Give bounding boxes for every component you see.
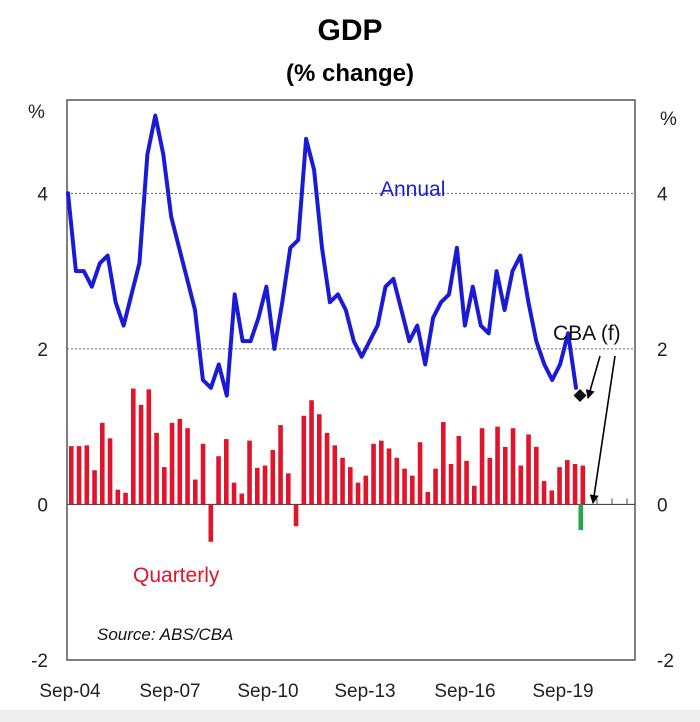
quarterly-bar (115, 489, 121, 505)
y-tick-left: 0 (37, 495, 48, 516)
quarterly-bar (107, 438, 113, 505)
y-tick-right: 4 (657, 184, 668, 205)
quarterly-bar (371, 443, 376, 505)
quarterly-bar (472, 485, 477, 505)
x-tick-label: Sep-16 (434, 681, 495, 702)
quarterly-bar (433, 468, 438, 505)
y-tick-right: -2 (657, 651, 674, 672)
forecast-arrow-annual (585, 355, 601, 399)
quarterly-bar (565, 460, 570, 505)
x-tick-label: Sep-13 (334, 681, 395, 702)
annual-series-label: Annual (380, 178, 445, 201)
quarterly-bar (270, 450, 276, 505)
quarterly-bar (425, 492, 431, 505)
quarterly-bar (146, 389, 152, 505)
annual-line (66, 113, 578, 398)
quarterly-bar (247, 440, 252, 505)
y-tick-left: 2 (37, 340, 48, 361)
quarterly-bar (510, 428, 516, 505)
quarterly-bar (69, 446, 74, 505)
quarterly-bar (549, 490, 555, 505)
quarterly-bar (580, 465, 586, 505)
x-tick-label: Sep-04 (39, 681, 101, 702)
quarterly-bar (503, 446, 508, 505)
source-note: Source: ABS/CBA (97, 625, 233, 644)
quarterly-bar (169, 422, 175, 505)
quarterly-bar (262, 465, 268, 505)
y-tick-left: -2 (31, 651, 48, 672)
quarterly-bar (309, 400, 314, 505)
quarterly-bar (239, 493, 245, 505)
x-tick-label: Sep-19 (532, 681, 593, 702)
y-tick-right: 0 (657, 495, 668, 516)
quarterly-bar (394, 457, 400, 505)
x-tick-label: Sep-10 (237, 681, 298, 702)
right-axis-unit-label: % (660, 109, 677, 130)
quarterly-bar (410, 475, 415, 505)
quarterly-series-label: Quarterly (133, 564, 220, 587)
quarterly-bar (464, 460, 469, 505)
quarterly-bar (324, 432, 330, 505)
quarterly-bar (216, 456, 221, 505)
quarterly-bar (479, 428, 485, 505)
quarterly-bar (518, 465, 524, 505)
left-axis-unit-label: % (28, 102, 45, 123)
bottom-strip (0, 710, 700, 722)
quarterly-bar (162, 467, 167, 505)
forecast-annual-point (573, 389, 587, 403)
quarterly-bar (526, 434, 531, 505)
quarterly-bar (76, 446, 82, 505)
forecast-label: CBA (f) (553, 322, 621, 345)
quarterly-bar (131, 388, 136, 505)
quarterly-bar (100, 422, 105, 505)
y-tick-right: 2 (657, 340, 668, 361)
quarterly-bar (200, 443, 206, 505)
quarterly-bar (379, 440, 384, 505)
quarterly-bar (185, 428, 190, 505)
quarterly-bar (301, 415, 307, 505)
x-tick-label: Sep-07 (139, 681, 200, 702)
quarterly-bar (92, 470, 97, 505)
quarterly-bar (293, 504, 299, 527)
quarterly-bar (332, 445, 338, 505)
chart-subtitle: (% change) (285, 60, 414, 87)
quarterly-bar (487, 457, 493, 505)
quarterly-bar (317, 414, 322, 505)
quarterly-bar (348, 467, 353, 505)
quarterly-bar (231, 482, 237, 505)
plot-area-border (66, 99, 636, 661)
quarterly-bar (572, 464, 578, 505)
quarterly-bar (441, 422, 446, 505)
quarterly-bar (402, 468, 407, 505)
quarterly-bar (534, 446, 539, 505)
forecast-quarterly-bar (578, 504, 584, 531)
chart-title: GDP (317, 14, 383, 47)
quarterly-bar (417, 442, 423, 505)
quarterly-bar (456, 436, 462, 505)
y-tick-left: 4 (37, 184, 48, 205)
quarterly-bar (495, 426, 500, 505)
quarterly-bar (386, 448, 392, 505)
quarterly-bar (138, 404, 144, 505)
quarterly-bar (278, 425, 283, 505)
quarterly-bar (84, 445, 90, 505)
quarterly-bar (123, 492, 128, 505)
quarterly-bar (224, 439, 229, 505)
quarterly-bar (355, 482, 361, 505)
quarterly-bar (255, 467, 260, 505)
quarterly-bar (286, 473, 291, 505)
quarterly-bar (154, 432, 159, 505)
quarterly-bar (340, 457, 345, 505)
quarterly-bar (208, 504, 214, 542)
quarterly-bar (541, 481, 547, 505)
quarterly-bar (363, 475, 369, 505)
quarterly-bar (177, 418, 183, 505)
quarterly-bar (193, 479, 198, 505)
quarterly-bar (448, 464, 454, 505)
forecast-arrow-quarterly (589, 355, 616, 504)
quarterly-bar (557, 467, 562, 505)
